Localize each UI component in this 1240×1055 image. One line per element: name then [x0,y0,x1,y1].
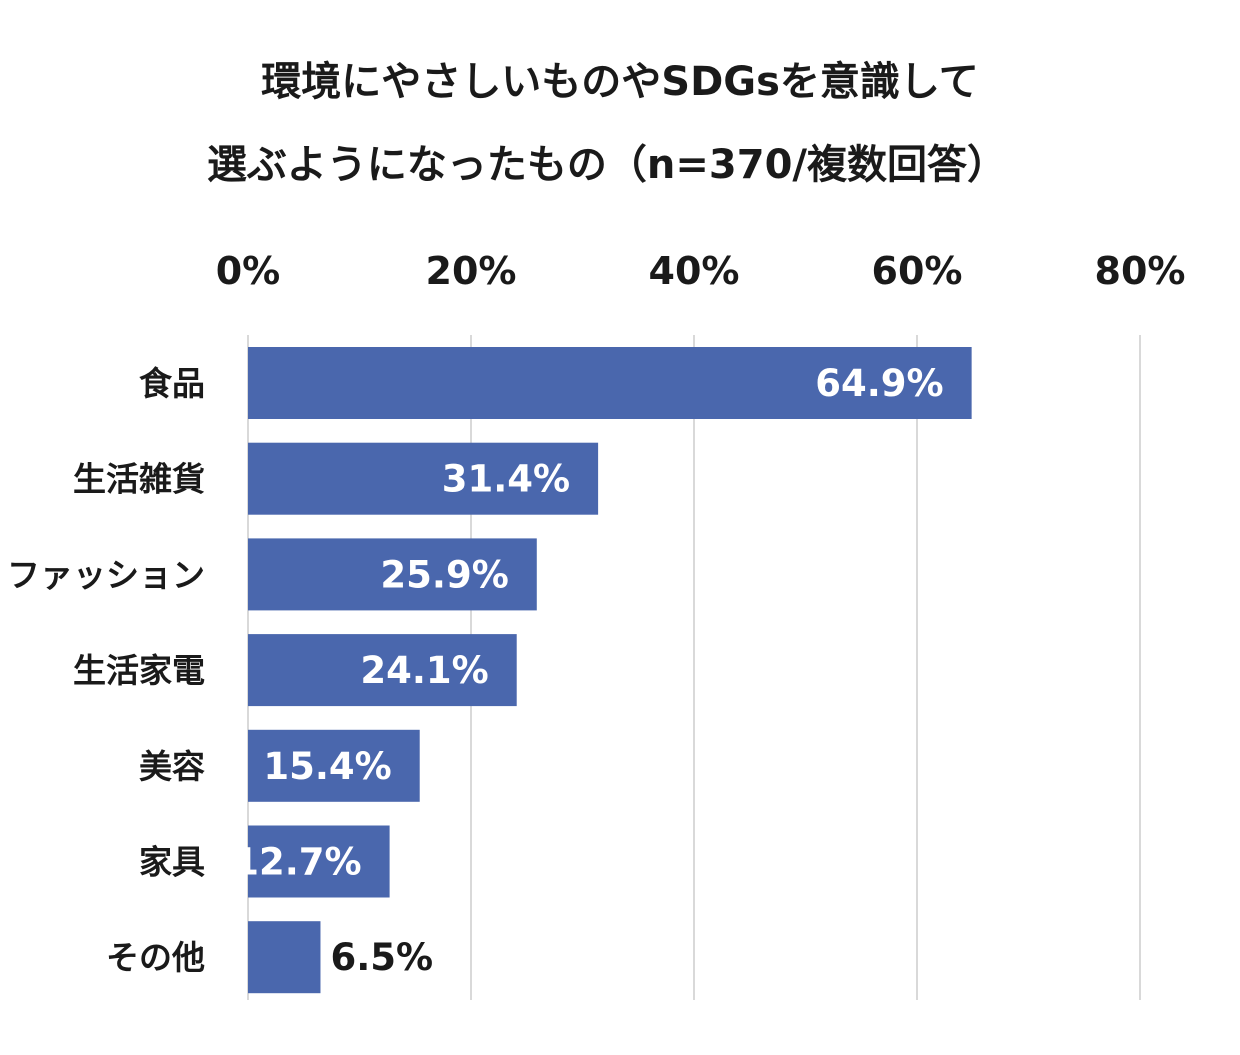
category-label: 食品 [139,364,205,403]
category-label: 美容 [139,747,205,786]
x-tick-label: 80% [1095,249,1186,293]
bar [248,825,390,898]
data-label: 24.1% [360,649,488,692]
bar [248,634,517,707]
category-label: 家具 [139,843,205,882]
chart-title-line-1: 環境にやさしいものやSDGsを意識して [261,59,978,105]
category-label: その他 [106,938,205,977]
bar [248,921,321,994]
data-label: 6.5% [330,936,433,979]
value-labels: 64.9% 31.4% 25.9% 24.1% 15.4% 12.7% 6.5% [233,362,943,979]
bar [248,442,599,515]
bar [248,538,537,611]
x-tick-label: 0% [216,249,281,293]
data-label: 25.9% [380,553,508,596]
data-label: 12.7% [233,841,361,884]
category-label: ファッション [7,555,205,594]
data-label: 15.4% [263,745,391,788]
category-label: 生活家電 [73,651,205,690]
chart-title: 環境にやさしいものやSDGsを意識して 選ぶようになったもの（n=370/複数回… [207,59,1007,188]
x-tick-label: 60% [872,249,963,293]
chart-title-line-2: 選ぶようになったもの（n=370/複数回答） [207,142,1007,188]
bars [248,347,972,994]
category-label: 生活雑貨 [73,460,205,499]
bar [248,347,972,419]
x-axis-ticks: 0% 20% 40% 60% 80% [216,249,1186,293]
x-tick-label: 40% [649,249,740,293]
data-label: 31.4% [442,458,570,501]
bar [248,729,420,802]
data-label: 64.9% [815,362,943,405]
x-tick-label: 20% [426,249,517,293]
